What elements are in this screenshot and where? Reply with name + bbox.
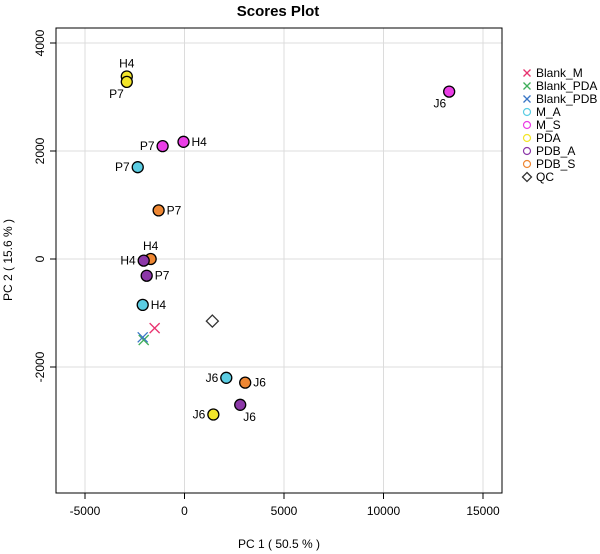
x-tick-label: 15000 <box>466 504 500 518</box>
data-point-pda <box>120 75 133 89</box>
legend-entry-pdb-a: PDB_A <box>536 144 575 158</box>
data-point-pdb-a <box>137 254 150 267</box>
axis-ticks: -5000 0 5000 10000 15000 -2000 0 2000 4000 <box>33 29 500 518</box>
data-point-pdb-a <box>140 269 153 282</box>
data-point-m-a <box>136 298 149 312</box>
x-tick-label: -5000 <box>70 504 101 518</box>
y-tick-label: 0 <box>33 255 47 262</box>
data-points <box>120 70 456 421</box>
legend-marker-pdb-s <box>522 159 532 169</box>
data-point-blank-m <box>149 322 161 334</box>
point-label: J6 <box>243 410 256 424</box>
data-point-pdb-a <box>234 398 247 411</box>
point-labels: H4 P7 J6 P7 H4 P7 P7 H4 H4 P7 H4 J6 J6 J6 J6 <box>109 56 446 423</box>
point-label: J6 <box>193 408 206 422</box>
x-axis-label: PC 1 ( 50.5 % ) <box>238 537 320 551</box>
legend-marker-blank-pda <box>523 82 531 90</box>
point-label: P7 <box>115 160 130 174</box>
chart-title: Scores Plot <box>237 3 320 20</box>
legend-marker-pda <box>522 133 532 143</box>
x-tick-label: 10000 <box>367 504 401 518</box>
point-label: H4 <box>192 135 208 149</box>
data-point-m-s <box>156 139 169 153</box>
point-label: J6 <box>253 376 266 390</box>
x-tick-label: 5000 <box>271 504 298 518</box>
data-point-blank-pdb <box>137 331 149 343</box>
data-point-pda <box>207 408 220 421</box>
point-label: H4 <box>151 298 167 312</box>
point-label: J6 <box>206 371 219 385</box>
legend-marker-blank-pdb <box>523 95 531 103</box>
legend-marker-pdb-a <box>522 146 532 156</box>
legend-entry-blank-m: Blank_M <box>536 66 583 80</box>
point-label: P7 <box>155 269 170 283</box>
point-label: H4 <box>143 239 159 253</box>
data-point-m-s <box>177 135 190 148</box>
point-label: P7 <box>167 203 182 217</box>
legend-marker-m-s <box>522 120 532 130</box>
point-label: J6 <box>433 97 446 111</box>
point-label: P7 <box>140 139 155 153</box>
legend-marker-blank-m <box>523 69 531 77</box>
data-point-m-a <box>220 371 233 384</box>
legend: Blank_MBlank_PDABlank_PDBM_AM_SPDAPDB_AP… <box>521 66 597 184</box>
y-tick-label: -2000 <box>33 351 47 382</box>
legend-entry-pda: PDA <box>536 131 561 145</box>
legend-entry-qc: QC <box>536 170 554 184</box>
y-axis-label: PC 2 ( 15.6 % ) <box>1 219 15 301</box>
data-point-m-a <box>131 161 144 174</box>
grid <box>56 28 502 493</box>
legend-entry-m-s: M_S <box>536 118 561 132</box>
data-point-m-s <box>443 85 456 98</box>
point-label: H4 <box>120 254 136 268</box>
legend-entry-m-a: M_A <box>536 105 561 119</box>
data-point-qc <box>205 314 220 329</box>
legend-marker-m-a <box>522 107 532 117</box>
legend-entry-blank-pda: Blank_PDA <box>536 79 597 93</box>
data-point-pdb-s <box>152 204 165 217</box>
x-tick-label: 0 <box>181 504 188 518</box>
data-point-blank-pda <box>138 334 150 346</box>
point-label: P7 <box>109 87 124 101</box>
legend-entry-blank-pdb: Blank_PDB <box>536 92 597 106</box>
y-tick-label: 2000 <box>33 137 47 164</box>
y-tick-label: 4000 <box>33 29 47 56</box>
legend-entry-pdb-s: PDB_S <box>536 157 575 171</box>
legend-marker-qc <box>521 171 533 183</box>
point-label: H4 <box>119 56 135 70</box>
data-point-pdb-s <box>239 376 252 389</box>
plot-frame <box>55 27 503 494</box>
